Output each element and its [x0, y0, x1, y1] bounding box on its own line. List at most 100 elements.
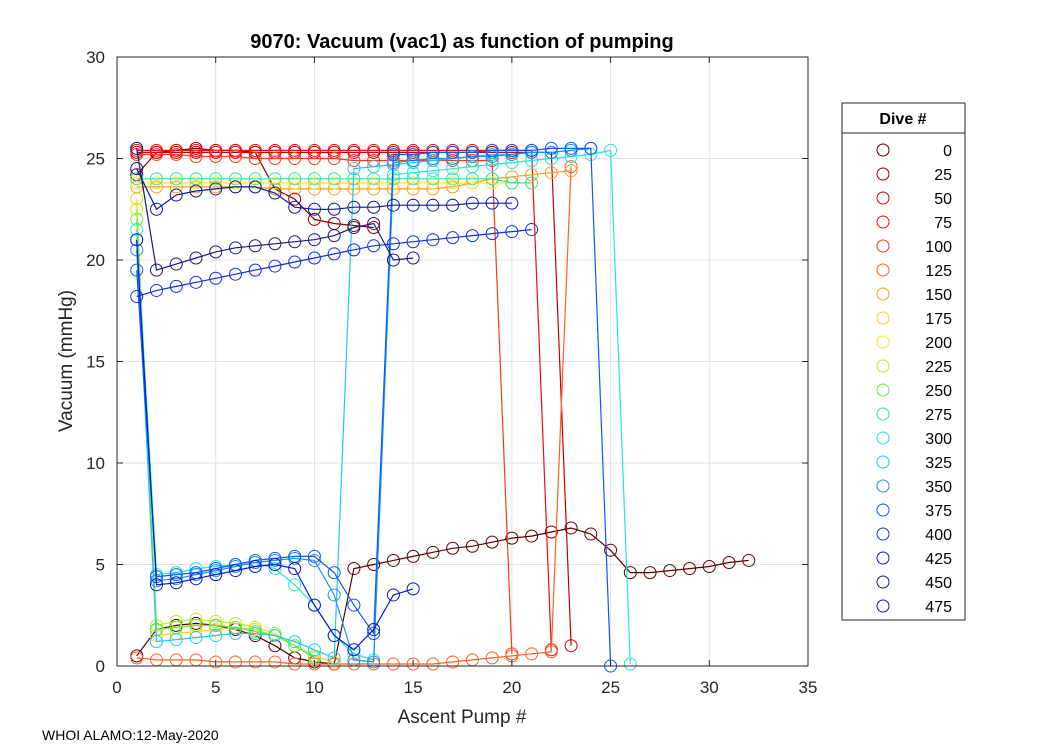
data-point	[228, 655, 242, 669]
data-point	[406, 251, 420, 265]
data-point	[307, 233, 321, 247]
x-tick-label: 25	[601, 678, 620, 697]
x-tick-label: 15	[404, 678, 423, 697]
data-point	[446, 176, 460, 190]
data-point	[209, 655, 223, 669]
data-point	[169, 633, 183, 647]
legend-entry: 100	[876, 239, 952, 256]
data-point	[149, 263, 163, 277]
data-point	[307, 202, 321, 216]
legend-marker	[876, 311, 890, 325]
data-point	[248, 143, 262, 157]
data-point	[228, 180, 242, 194]
data-point	[288, 152, 302, 165]
data-point	[209, 568, 223, 582]
legend-marker	[876, 455, 890, 469]
data-point	[189, 572, 203, 586]
data-point	[347, 143, 361, 157]
data-point	[367, 239, 381, 253]
data-point	[525, 176, 539, 190]
data-point	[149, 172, 163, 186]
data-point	[228, 172, 242, 186]
data-point	[169, 257, 183, 271]
data-point	[505, 176, 519, 190]
data-point	[505, 147, 519, 161]
data-point	[347, 598, 361, 612]
data-point	[465, 160, 479, 174]
series-line	[136, 209, 315, 657]
data-point	[525, 143, 539, 157]
axis-ticks: 0 5 10 15 20 25 30 35 0 5 10 15 20 25 30	[86, 48, 817, 697]
data-point	[288, 657, 302, 671]
legend-entry: 200	[876, 335, 952, 352]
x-tick-label: 30	[700, 678, 719, 697]
data-point	[446, 231, 460, 245]
legend-marker	[876, 287, 890, 301]
x-axis-label: Ascent Pump #	[398, 707, 527, 728]
data-point	[525, 168, 539, 182]
data-point	[248, 180, 262, 194]
series-dive-450	[130, 162, 519, 216]
data-point	[327, 566, 341, 580]
data-point	[505, 143, 519, 157]
y-tick-label: 10	[86, 454, 105, 473]
data-point	[505, 196, 519, 210]
data-point	[367, 655, 381, 669]
legend-label: 425	[925, 551, 952, 568]
data-point	[228, 149, 242, 163]
data-point	[465, 539, 479, 553]
data-point	[248, 263, 262, 277]
data-point	[307, 549, 321, 563]
data-point	[130, 202, 144, 216]
data-point	[525, 223, 539, 237]
data-point	[209, 614, 223, 628]
data-point	[485, 651, 499, 665]
data-point	[544, 166, 558, 180]
data-point	[446, 145, 460, 159]
legend-marker	[876, 527, 890, 541]
data-point	[465, 149, 479, 163]
data-point	[327, 629, 341, 643]
data-series	[130, 141, 756, 673]
data-point	[228, 616, 242, 630]
data-point	[327, 143, 341, 157]
data-point	[367, 221, 381, 235]
data-point	[149, 578, 163, 592]
data-point	[505, 531, 519, 545]
data-point	[406, 176, 420, 190]
legend-entry: 325	[876, 455, 952, 472]
data-point	[189, 275, 203, 289]
data-point	[367, 176, 381, 190]
data-point	[446, 198, 460, 212]
data-point	[307, 643, 321, 657]
data-point	[327, 152, 341, 165]
data-point	[386, 553, 400, 567]
data-point	[268, 143, 282, 157]
data-point	[169, 568, 183, 582]
data-point	[288, 635, 302, 649]
data-point	[386, 198, 400, 212]
legend-entry: 250	[876, 383, 952, 400]
data-point	[307, 251, 321, 265]
data-point	[169, 576, 183, 590]
data-point	[406, 235, 420, 249]
data-point	[406, 198, 420, 212]
series-dive-400	[130, 223, 539, 304]
data-point	[248, 239, 262, 253]
legend-label: 400	[925, 527, 952, 544]
data-point	[623, 657, 637, 671]
data-point	[228, 267, 242, 281]
data-point	[130, 192, 144, 206]
legend-entry: 25	[876, 167, 952, 184]
data-point	[426, 545, 440, 559]
data-point	[544, 645, 558, 659]
data-point	[327, 247, 341, 261]
data-point	[288, 200, 302, 214]
legend-label: 375	[925, 503, 952, 520]
y-tick-label: 5	[96, 556, 105, 575]
data-point	[584, 527, 598, 541]
x-tick-label: 10	[305, 678, 324, 697]
data-point	[643, 566, 657, 580]
legend-entry: 275	[876, 407, 952, 424]
footer-stamp: WHOI ALAMO:12-May-2020	[42, 727, 219, 743]
